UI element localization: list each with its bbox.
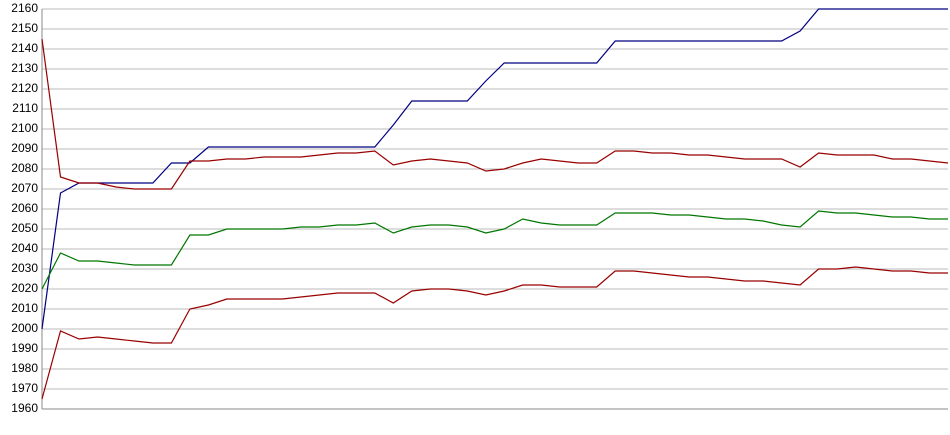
y-tick-label: 2010 bbox=[11, 301, 38, 315]
y-tick-label: 2080 bbox=[11, 161, 38, 175]
y-tick-label: 1960 bbox=[11, 401, 38, 415]
y-tick-label: 1970 bbox=[11, 381, 38, 395]
y-tick-label: 2020 bbox=[11, 281, 38, 295]
y-tick-label: 2110 bbox=[12, 101, 38, 115]
y-tick-label: 2070 bbox=[11, 181, 38, 195]
series-line bbox=[41, 38, 949, 190]
y-tick-label: 2050 bbox=[11, 221, 38, 235]
y-tick-label: 2100 bbox=[11, 121, 38, 135]
y-tick-label: 2030 bbox=[11, 261, 38, 275]
series-line bbox=[41, 210, 948, 290]
y-tick-label: 2060 bbox=[11, 201, 38, 215]
y-tick-label: 1990 bbox=[11, 341, 38, 355]
y-tick-label: 2120 bbox=[11, 81, 38, 95]
y-tick-label: 2150 bbox=[11, 21, 38, 35]
y-tick-label: 2090 bbox=[11, 141, 38, 155]
y-tick-label: 2140 bbox=[11, 41, 38, 55]
series-line bbox=[41, 266, 948, 400]
series-line bbox=[41, 8, 948, 330]
y-tick-label: 1980 bbox=[11, 361, 38, 375]
y-tick-label: 2160 bbox=[11, 1, 38, 15]
y-tick-label: 2130 bbox=[11, 61, 38, 75]
y-tick-label: 2000 bbox=[11, 321, 38, 335]
y-tick-label: 2040 bbox=[11, 241, 38, 255]
